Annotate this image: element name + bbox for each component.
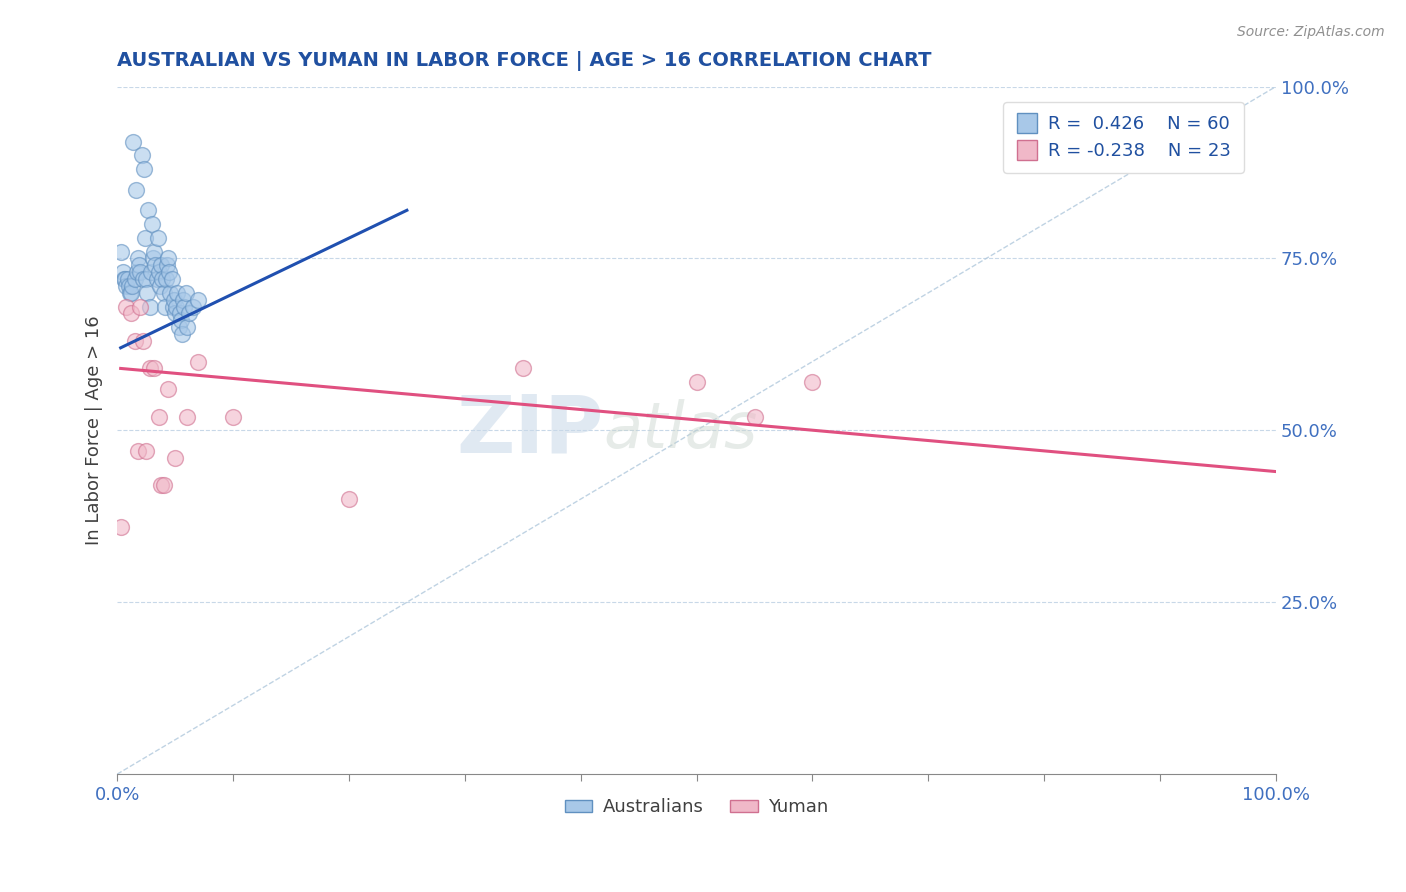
- Text: Source: ZipAtlas.com: Source: ZipAtlas.com: [1237, 25, 1385, 39]
- Point: [181, 300, 204, 314]
- Point: [187, 293, 209, 307]
- Point: [150, 258, 173, 272]
- Text: atlas: atlas: [603, 400, 758, 461]
- Point: [155, 272, 177, 286]
- Point: [118, 279, 141, 293]
- Point: [129, 265, 152, 279]
- Point: [167, 320, 190, 334]
- Point: [157, 252, 180, 266]
- Point: [156, 258, 179, 272]
- Point: [118, 285, 141, 300]
- Y-axis label: In Labor Force | Age > 16: In Labor Force | Age > 16: [86, 316, 103, 545]
- Point: [163, 293, 186, 307]
- Point: [222, 409, 245, 424]
- Point: [165, 300, 187, 314]
- Point: [136, 285, 159, 300]
- Point: [124, 272, 146, 286]
- Point: [138, 361, 160, 376]
- Point: [135, 272, 157, 286]
- Point: [176, 320, 198, 334]
- Point: [166, 285, 188, 300]
- Point: [337, 492, 360, 507]
- Point: [121, 279, 143, 293]
- Point: [159, 285, 181, 300]
- Point: [131, 334, 153, 348]
- Point: [131, 272, 153, 286]
- Point: [157, 265, 180, 279]
- Point: [110, 244, 132, 259]
- Point: [153, 300, 176, 314]
- Point: [135, 444, 157, 458]
- Point: [173, 300, 195, 314]
- Point: [145, 258, 167, 272]
- Point: [114, 272, 136, 286]
- Point: [115, 300, 138, 314]
- Point: [177, 306, 200, 320]
- Point: [152, 478, 174, 492]
- Point: [744, 409, 766, 424]
- Point: [152, 285, 174, 300]
- Point: [141, 217, 163, 231]
- Point: [138, 203, 160, 218]
- Point: [131, 148, 153, 162]
- Point: [129, 300, 152, 314]
- Point: [111, 265, 134, 279]
- Point: [117, 272, 139, 286]
- Point: [139, 265, 162, 279]
- Point: [150, 478, 173, 492]
- Point: [187, 354, 209, 368]
- Point: [134, 231, 156, 245]
- Point: [176, 409, 198, 424]
- Point: [127, 444, 149, 458]
- Point: [149, 279, 172, 293]
- Point: [122, 135, 145, 149]
- Point: [169, 306, 191, 320]
- Point: [120, 285, 142, 300]
- Point: [148, 409, 170, 424]
- Point: [170, 313, 193, 327]
- Legend: Australians, Yuman: Australians, Yuman: [557, 791, 835, 823]
- Point: [125, 265, 148, 279]
- Point: [801, 375, 824, 389]
- Point: [148, 265, 170, 279]
- Point: [165, 306, 187, 320]
- Text: ZIP: ZIP: [457, 392, 603, 469]
- Point: [115, 279, 138, 293]
- Point: [160, 272, 183, 286]
- Point: [132, 161, 155, 176]
- Point: [124, 334, 146, 348]
- Point: [143, 244, 166, 259]
- Point: [145, 272, 167, 286]
- Text: AUSTRALIAN VS YUMAN IN LABOR FORCE | AGE > 16 CORRELATION CHART: AUSTRALIAN VS YUMAN IN LABOR FORCE | AGE…: [117, 51, 932, 70]
- Point: [112, 272, 135, 286]
- Point: [127, 252, 149, 266]
- Point: [128, 258, 150, 272]
- Point: [685, 375, 707, 389]
- Point: [110, 519, 132, 533]
- Point: [138, 300, 160, 314]
- Point: [174, 285, 197, 300]
- Point: [162, 300, 184, 314]
- Point: [150, 272, 173, 286]
- Point: [125, 183, 148, 197]
- Point: [120, 306, 142, 320]
- Point: [512, 361, 534, 376]
- Point: [172, 293, 194, 307]
- Point: [157, 382, 180, 396]
- Point: [143, 361, 166, 376]
- Point: [142, 252, 165, 266]
- Point: [146, 231, 169, 245]
- Point: [172, 327, 194, 342]
- Point: [165, 450, 187, 465]
